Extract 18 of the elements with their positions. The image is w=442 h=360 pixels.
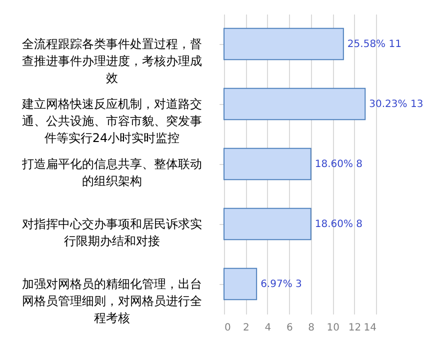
- y-tick-label: 建立网格快速反应机制，对道路交通、公共设施、市容市貌、突发事件等实行24小时实时监控: [21, 97, 202, 145]
- y-tick-label: 全流程跟踪各类事件处置过程，督查推进事件办理进度，考核办理成效: [22, 37, 202, 85]
- x-tick-label: 12: [348, 322, 362, 334]
- x-tick-label: 0: [224, 322, 231, 334]
- data-label: 18.60% 8: [314, 159, 363, 170]
- y-tick-label: 加强对网格员的精细化管理，出台网格员管理细则，对网格员进行全程考核: [22, 277, 202, 325]
- data-label: 30.23% 13: [369, 99, 424, 110]
- data-label: 25.58% 11: [347, 39, 402, 50]
- x-tick-label: 4: [264, 322, 272, 334]
- data-label: 18.60% 8: [314, 219, 363, 230]
- x-tick-label: 14: [364, 322, 376, 334]
- x-tick-label: 6: [286, 322, 293, 334]
- y-tick-label: 对指挥中心交办事项和居民诉求实行限期办结和对接: [22, 217, 202, 248]
- data-label: 6.97% 3: [260, 279, 302, 290]
- x-tick-label: 10: [326, 322, 340, 334]
- x-tick-label: 2: [243, 322, 250, 334]
- y-tick-label: 打造扁平化的信息共享、整体联动的组织架构: [21, 157, 202, 188]
- x-tick-label: 8: [308, 322, 315, 334]
